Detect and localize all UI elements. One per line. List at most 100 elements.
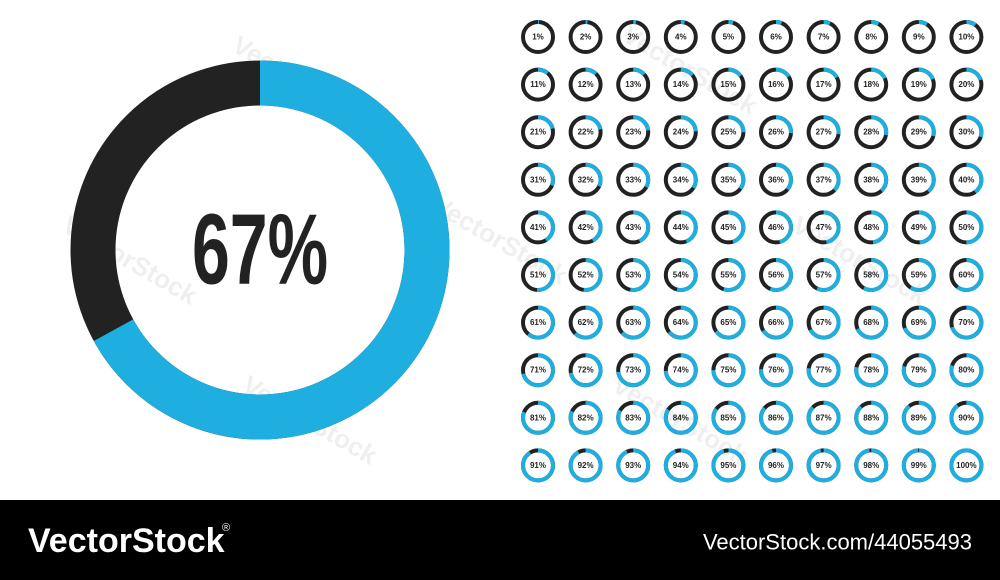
donut-arc xyxy=(568,210,603,245)
donut-arc xyxy=(616,448,651,483)
donut-label: 6% xyxy=(770,33,782,42)
donut-label: 52% xyxy=(578,271,594,280)
donut-arc xyxy=(711,115,746,150)
donut-arc xyxy=(759,20,793,54)
donut-label: 37% xyxy=(816,175,832,184)
donut-arc xyxy=(711,400,746,435)
donut-arc xyxy=(949,115,984,150)
donut-label: 76% xyxy=(768,366,784,375)
donut-label: 26% xyxy=(768,128,784,137)
donut-arc xyxy=(901,305,936,340)
donut-arc xyxy=(711,20,746,54)
donut-arc xyxy=(901,115,936,150)
donut-arc xyxy=(711,448,746,483)
donut-label: 29% xyxy=(911,128,927,137)
donut-arc xyxy=(521,67,555,102)
donut-arc xyxy=(663,210,698,245)
donut-arc xyxy=(663,67,698,102)
donut-label: 22% xyxy=(578,128,594,137)
donut-label: 4% xyxy=(675,33,687,42)
donut-arc xyxy=(616,305,651,340)
donut-label: 12% xyxy=(578,80,594,89)
donut-arc xyxy=(901,162,936,197)
donut-arc xyxy=(854,258,889,292)
donut-arc xyxy=(711,162,746,197)
donut-label: 43% xyxy=(625,223,641,232)
donut-label: 56% xyxy=(768,271,784,280)
donut-arc xyxy=(806,67,841,102)
donut-label: 62% xyxy=(578,318,594,327)
donut-label: 14% xyxy=(673,80,689,89)
donut-arc xyxy=(568,67,603,102)
donut-arc xyxy=(806,162,841,197)
donut-label: 91% xyxy=(530,461,546,470)
donut-label: 47% xyxy=(816,223,832,232)
donut-arc xyxy=(759,115,793,150)
donut-arc xyxy=(949,448,984,483)
donut-arc xyxy=(663,162,698,197)
donut-arc xyxy=(663,115,698,150)
donut-label: 3% xyxy=(627,33,639,42)
donut-arc xyxy=(521,20,555,54)
donut-label: 96% xyxy=(768,461,784,470)
donut-arc xyxy=(854,162,889,197)
donut-arc xyxy=(806,115,841,150)
donut-label: 38% xyxy=(863,175,879,184)
donut-arc xyxy=(759,258,793,292)
donut-arc xyxy=(806,305,841,340)
donut-label: 67% xyxy=(192,194,328,305)
donut-arc xyxy=(521,115,555,150)
donut-arc xyxy=(949,162,984,197)
donut-arc xyxy=(616,67,651,102)
donut-label: 9% xyxy=(913,33,925,42)
donut-arc xyxy=(711,353,746,388)
donut-arc xyxy=(901,258,936,292)
donut-label: 51% xyxy=(530,271,546,280)
donut-label: 17% xyxy=(816,80,832,89)
donut-label: 82% xyxy=(578,413,594,422)
donut-arc xyxy=(759,448,793,483)
footer-registered: ® xyxy=(222,522,230,534)
donut-arc xyxy=(711,305,746,340)
donut-label: 8% xyxy=(865,33,877,42)
donut-label: 31% xyxy=(530,175,546,184)
donut-arc xyxy=(663,305,698,340)
donut-arc xyxy=(568,115,603,150)
donut-label: 27% xyxy=(816,128,832,137)
donut-label: 32% xyxy=(578,175,594,184)
donut-arc xyxy=(854,210,889,245)
footer-url: VectorStock.com/44055493 xyxy=(703,530,972,555)
donut-label: 73% xyxy=(625,366,641,375)
donut-label: 1% xyxy=(532,33,544,42)
donut-arc xyxy=(759,210,793,245)
donut-label: 72% xyxy=(578,366,594,375)
donut-label: 89% xyxy=(911,413,927,422)
donut-arc xyxy=(663,258,698,292)
donut-label: 77% xyxy=(816,366,832,375)
donut-arc xyxy=(616,258,651,292)
donut-arc xyxy=(663,400,698,435)
donut-label: 80% xyxy=(958,366,974,375)
donut-arc xyxy=(949,258,984,292)
donut-label: 92% xyxy=(578,461,594,470)
donut-arc xyxy=(949,20,984,54)
donut-label: 30% xyxy=(958,128,974,137)
donut-arc xyxy=(806,210,841,245)
donut-arc xyxy=(854,353,889,388)
donut-arc xyxy=(568,305,603,340)
donut-arc xyxy=(901,400,936,435)
donut-arc xyxy=(663,353,698,388)
donut-arc xyxy=(759,353,793,388)
donut-label: 99% xyxy=(911,461,927,470)
donut-label: 87% xyxy=(816,413,832,422)
donut-arc xyxy=(806,20,841,54)
donut-label: 41% xyxy=(530,223,546,232)
donut-label: 63% xyxy=(625,318,641,327)
donut-label: 67% xyxy=(816,318,832,327)
donut-arc xyxy=(616,400,651,435)
donut-label: 53% xyxy=(625,271,641,280)
donut-arc xyxy=(806,448,841,483)
donut-label: 97% xyxy=(816,461,832,470)
donut-label: 70% xyxy=(958,318,974,327)
